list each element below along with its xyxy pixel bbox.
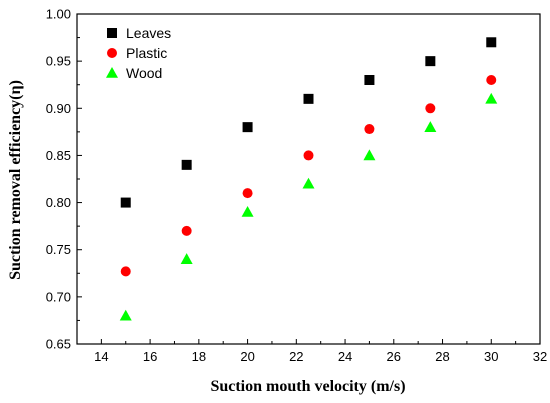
data-point-wood bbox=[180, 253, 193, 264]
x-axis-title: Suction mouth velocity (m/s) bbox=[210, 378, 405, 395]
y-tick-label: 0.80 bbox=[46, 195, 71, 210]
data-point-wood bbox=[302, 177, 315, 189]
legend-marker-wood bbox=[106, 67, 118, 78]
y-axis-title: Suction removal efficiency(η) bbox=[7, 80, 24, 280]
data-point-wood bbox=[119, 309, 132, 321]
data-point-plastic bbox=[303, 150, 314, 161]
data-point-plastic bbox=[242, 188, 253, 199]
x-tick-label: 20 bbox=[240, 349, 254, 364]
data-point-leaves bbox=[364, 75, 375, 85]
data-point-leaves bbox=[303, 93, 314, 104]
x-tick-label: 22 bbox=[289, 349, 303, 364]
legend: Leaves Plastic Wood bbox=[106, 25, 171, 81]
y-tick-label: 0.90 bbox=[46, 101, 71, 116]
data-point-leaves bbox=[486, 37, 497, 48]
y-tick-label: 0.75 bbox=[46, 242, 71, 257]
legend-marker-leaves bbox=[107, 28, 117, 38]
x-tick-label: 32 bbox=[533, 349, 547, 364]
data-points-group bbox=[119, 37, 498, 321]
legend-label-plastic: Plastic bbox=[126, 45, 167, 61]
data-point-plastic bbox=[181, 225, 192, 236]
data-point-leaves bbox=[242, 122, 253, 133]
legend-marker-plastic bbox=[107, 48, 117, 58]
y-tick-label: 0.70 bbox=[46, 289, 71, 304]
data-point-leaves bbox=[120, 197, 131, 208]
y-tick-label: 1.00 bbox=[46, 7, 71, 22]
legend-label-leaves: Leaves bbox=[126, 25, 171, 41]
data-point-plastic bbox=[425, 103, 436, 114]
x-tick-label: 14 bbox=[94, 349, 108, 364]
axes-group: 14 16 18 20 22 24 26 28 30 32 0.65 0.70 0.75 0.80 0.85… bbox=[46, 7, 548, 365]
y-tick-label: 0.95 bbox=[46, 54, 71, 69]
x-tick-label: 28 bbox=[435, 349, 449, 364]
x-tick-label: 26 bbox=[387, 349, 401, 364]
data-point-plastic bbox=[364, 124, 375, 135]
data-point-plastic bbox=[120, 266, 131, 277]
data-point-leaves bbox=[425, 56, 436, 67]
y-tick-label: 0.65 bbox=[46, 337, 71, 352]
y-tick-label: 0.85 bbox=[46, 148, 71, 163]
data-point-wood bbox=[363, 149, 376, 161]
data-point-wood bbox=[241, 206, 254, 217]
data-point-leaves bbox=[181, 159, 192, 170]
x-tick-label: 24 bbox=[338, 349, 352, 364]
data-point-plastic bbox=[486, 75, 497, 85]
data-point-wood bbox=[485, 92, 498, 104]
x-tick-label: 16 bbox=[143, 349, 157, 364]
x-tick-label: 18 bbox=[192, 349, 206, 364]
data-point-wood bbox=[424, 121, 437, 132]
legend-label-wood: Wood bbox=[126, 65, 162, 81]
x-tick-label: 30 bbox=[484, 349, 498, 364]
